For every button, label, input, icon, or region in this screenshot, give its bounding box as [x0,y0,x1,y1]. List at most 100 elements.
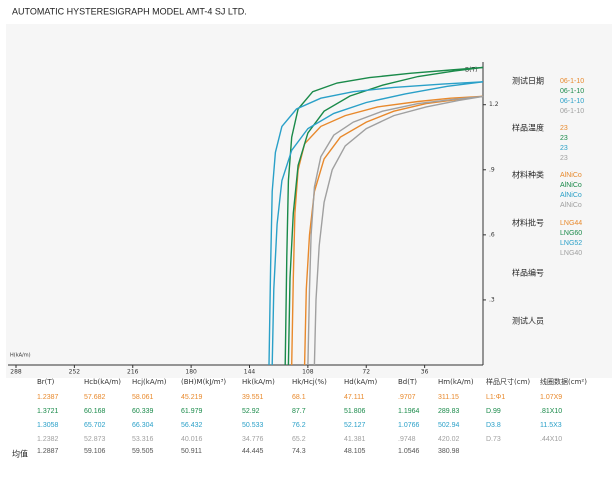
table-cell: 1.07X9 [540,394,562,401]
table-cell: 57.682 [84,394,106,401]
average-cell: 1.0546 [398,448,420,455]
table-cell: .9707 [398,394,416,401]
panel-value: 23 [560,145,568,152]
table-cell: 76.2 [292,422,306,429]
table-cell: 66.304 [132,422,154,429]
demagnetization-curve [291,95,484,366]
table-cell: L1:Φ1 [486,394,505,401]
table-header: Hd(kA/m) [344,378,377,386]
table-cell: 39.551 [242,394,264,401]
table-header: Hk/Hcj(%) [292,378,327,386]
panel-label: 材料批号 [512,218,544,228]
table-cell: 53.316 [132,436,154,443]
table-cell: 47.111 [344,394,364,401]
y-tick-label: .9 [489,166,495,173]
x-tick-label: 180 [185,369,197,376]
table-cell: 1.1964 [398,408,420,415]
y-axis-label: B(T) [465,67,477,74]
average-cell: 74.3 [292,448,306,455]
table-cell: D.73 [486,436,501,443]
panel-value: 06-1-10 [560,98,584,105]
table-cell: D.99 [486,408,501,415]
panel-value: AlNiCo [560,172,582,179]
x-tick-label: 144 [244,369,256,376]
table-header: Br(T) [37,378,55,386]
table-cell: 60.339 [132,408,154,415]
panel-value: 06-1-10 [560,88,584,95]
table-cell: 41.381 [344,436,366,443]
x-tick-label: 36 [421,369,429,376]
table-cell: 1.2382 [37,436,59,443]
table-cell: 68.1 [292,394,306,401]
table-header: Hcj(kA/m) [132,378,167,386]
panel-value: 23 [560,125,568,132]
x-tick-label: 108 [302,369,314,376]
table-cell: 52.873 [84,436,106,443]
table-cell: 502.94 [438,422,460,429]
panel-value: 06-1-10 [560,108,584,115]
table-cell: 45.219 [181,394,203,401]
table-cell: 60.168 [84,408,106,415]
table-cell: .9748 [398,436,416,443]
table-cell: 61.979 [181,408,203,415]
table-header: (BH)M(kJ/m³) [181,378,226,386]
table-cell: .81X10 [540,408,562,415]
average-cell: 59.106 [84,448,106,455]
average-label: 均值 [12,449,28,459]
panel-label: 材料种类 [512,170,544,180]
average-cell: 1.2887 [37,448,59,455]
table-cell: D3.8 [486,422,501,429]
average-cell: 59.505 [132,448,154,455]
y-tick-label: .3 [489,296,495,303]
panel-value: 06-1-10 [560,78,584,85]
x-tick-label: 72 [362,369,370,376]
table-header: Hcb(kA/m) [84,378,121,386]
panel-value: AlNiCo [560,202,582,209]
panel-value: AlNiCo [560,182,582,189]
table-cell: 289.83 [438,408,460,415]
table-cell: 1.2387 [37,394,59,401]
panel-value: 23 [560,135,568,142]
table-cell: 87.7 [292,408,306,415]
table-cell: 420.02 [438,436,460,443]
panel-label: 样品编号 [512,268,544,278]
panel-value: AlNiCo [560,192,582,199]
panel-label: 样品温度 [512,123,544,133]
table-cell: 50.533 [242,422,264,429]
table-cell: .44X10 [540,436,562,443]
average-cell: 48.105 [344,448,366,455]
demagnetization-curve [287,66,484,366]
table-cell: 1.3058 [37,422,59,429]
table-header: Hk(kA/m) [242,378,275,386]
demagnetization-curve [268,81,484,366]
table-header: Bd(T) [398,378,417,386]
panel-value: LNG60 [560,230,582,237]
x-axis-label: H(kA/m) [10,353,31,359]
demagnetization-curve [313,95,484,366]
x-tick-label: 288 [10,369,22,376]
table-cell: 56.432 [181,422,203,429]
panel-label: 测试人员 [512,316,544,326]
table-cell: 65.702 [84,422,106,429]
table-header: Hm(kA/m) [438,378,474,386]
table-cell: 51.806 [344,408,366,415]
table-header: 样品尺寸(cm) [486,377,530,386]
x-tick-label: 252 [69,369,81,376]
average-cell: 380.98 [438,448,460,455]
y-tick-label: 1.2 [489,101,499,108]
demagnetization-curve [284,66,484,366]
table-cell: 311.15 [438,394,459,401]
table-cell: 34.776 [242,436,264,443]
panel-value: 23 [560,155,568,162]
panel-value: LNG44 [560,220,582,227]
average-cell: 44.445 [242,448,264,455]
table-cell: 52.127 [344,422,366,429]
table-cell: 40.016 [181,436,203,443]
table-cell: 58.061 [132,394,154,401]
demagnetization-curve [271,81,484,366]
x-tick-label: 216 [127,369,139,376]
demagnetization-curve [307,95,484,366]
title: AUTOMATIC HYSTERESIGRAPH MODEL AMT-4 SJ … [12,6,247,16]
table-cell: 1.0766 [398,422,420,429]
